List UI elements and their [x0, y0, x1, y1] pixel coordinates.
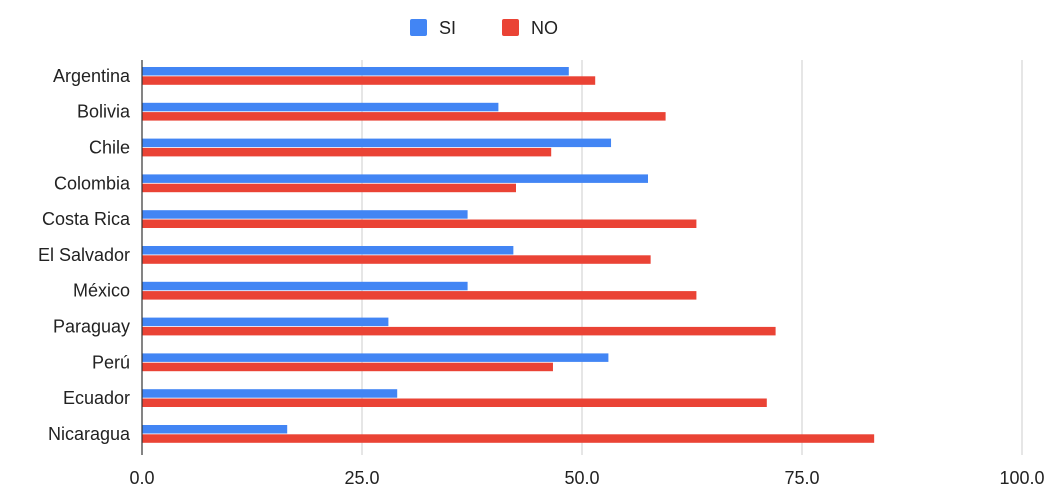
bar-no	[142, 326, 776, 336]
category-label: El Salvador	[38, 245, 130, 265]
bar-si	[142, 174, 648, 183]
bar-si	[142, 102, 499, 112]
bar-no	[142, 255, 651, 264]
legend-swatch-no	[502, 19, 519, 36]
bar-no	[142, 76, 596, 85]
bar-no	[142, 147, 552, 157]
category-label: Nicaragua	[48, 424, 131, 444]
bar-no	[142, 398, 767, 407]
category-label: Paraguay	[53, 317, 130, 337]
bar-no	[142, 219, 697, 228]
bar-si	[142, 138, 612, 148]
axes: 0.0 25.0 50.0 75.0 100.0 Argentina Bolivia Chil…	[38, 60, 1045, 488]
x-tick-label: 0.0	[129, 468, 154, 488]
category-label: México	[73, 281, 130, 301]
bar-si	[142, 425, 288, 434]
legend-label-si: SI	[439, 18, 456, 38]
x-tick-label: 25.0	[344, 468, 379, 488]
bar-si	[142, 246, 514, 255]
category-label: Bolivia	[77, 102, 131, 122]
category-label: Costa Rica	[42, 209, 131, 229]
bar-no	[142, 291, 697, 300]
bar-si	[142, 281, 468, 291]
bars	[142, 67, 875, 443]
category-label: Ecuador	[63, 388, 130, 408]
x-tick-label: 75.0	[784, 468, 819, 488]
category-label: Colombia	[54, 173, 131, 193]
legend-label-no: NO	[531, 18, 558, 38]
x-tick-label: 100.0	[999, 468, 1044, 488]
bar-si	[142, 389, 398, 398]
bar-no	[142, 183, 516, 193]
category-label: Chile	[89, 138, 130, 158]
bar-no	[142, 362, 553, 372]
legend-swatch-si	[410, 19, 427, 36]
bar-si	[142, 353, 609, 362]
category-label: Perú	[92, 352, 130, 372]
bar-no	[142, 434, 875, 443]
bar-si	[142, 317, 389, 327]
category-label: Argentina	[53, 66, 131, 86]
x-tick-label: 50.0	[564, 468, 599, 488]
legend: SI NO	[410, 18, 558, 38]
bar-si	[142, 210, 468, 219]
bar-no	[142, 112, 666, 121]
bar-si	[142, 67, 569, 76]
